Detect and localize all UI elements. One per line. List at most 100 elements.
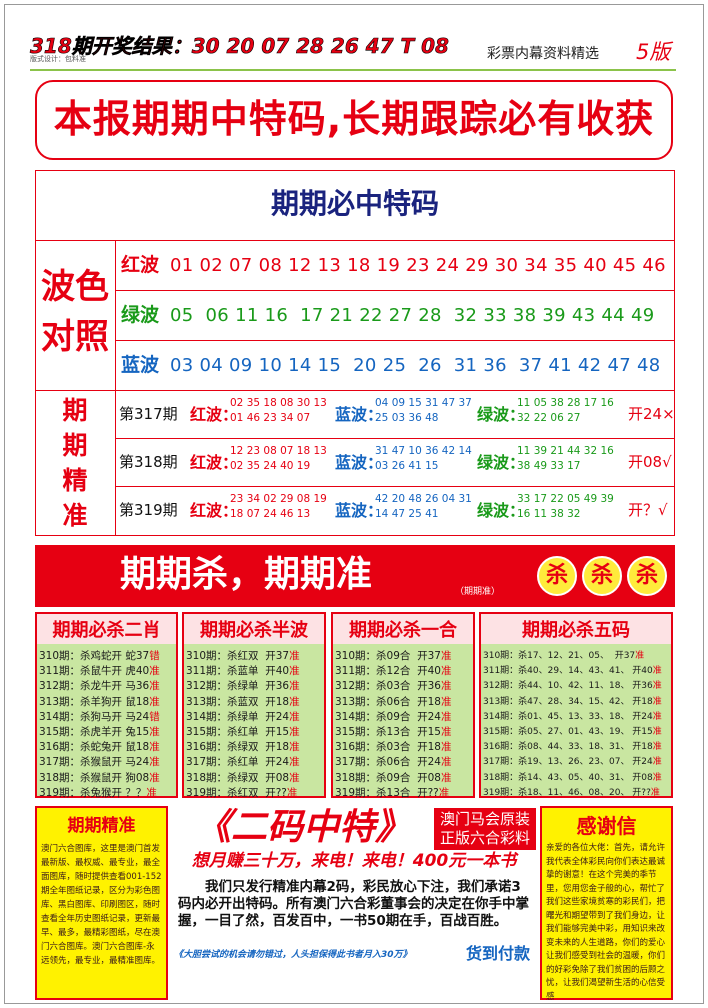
column-row: 319期：杀兔猴开 ？？准 [39,785,174,800]
footer-note: 《大胆尝试的机会请勿错过，人头担保得此书者月入30万》 [174,950,412,960]
group-numbers: 23 34 02 29 08 19 [230,493,327,505]
group-numbers: 33 17 22 05 49 39 [517,493,614,505]
kill-note: （期期准） [455,587,501,597]
column-row: 315期：杀红单 开15 准 [186,724,322,739]
column-row: 313期：杀蓝双 开18 准 [186,694,322,709]
row-status: 准 [635,651,645,661]
row-text: 312期：杀龙牛开 马36 [39,680,150,693]
table-title: 期期必中特码 [270,187,439,220]
column-title-bg [184,614,324,644]
column-row: 316期：杀08、44、33、18、31、 开18 准 [483,739,669,752]
column-row: 315期：杀13合 开15 准 [335,724,471,739]
row-text: 318期：杀14、43、05、40、31、 开08 [483,772,653,783]
group-numbers: 14 47 25 41 [375,508,439,520]
banner-box [35,80,673,160]
column-row: 311期：杀蓝单 开40 准 [186,663,322,678]
column-row: 313期：杀羊狗开 鼠18 准 [39,694,174,709]
group-numbers: 38 49 33 17 [517,460,581,472]
column-title: 期期必杀半波 [200,620,308,641]
row-status: 准 [440,665,452,678]
group-name: 红波： [190,405,239,424]
column-row: 319期：杀红双 开?? 准 [186,785,322,800]
color-label: 波色 [41,267,109,307]
group-name: 红波： [190,453,239,472]
row-line [115,290,675,291]
row-status: 准 [440,756,452,769]
column-row: 314期：杀01、45、13、33、18、 开24 准 [483,709,669,722]
column-row: 318期：杀绿双 开08 准 [186,770,322,785]
group-name: 蓝波： [335,405,384,424]
row-text: 313期：杀06合 开18 [335,695,441,708]
column-row: 312期：杀绿单 开36 准 [186,678,322,693]
column-row: 310期：杀09合 开37 准 [335,648,471,663]
row-text: 313期：杀47、28、34、15、42、 开18 [483,696,653,707]
row-status: 准 [652,757,662,768]
row-text: 310期：杀09合 开37 [335,650,441,662]
group-numbers: 25 03 36 48 [375,412,439,424]
column-row: 313期：杀47、28、34、15、42、 开18 准 [483,694,669,707]
group-numbers: 11 39 21 44 32 16 [517,445,614,457]
table-frame [35,170,675,536]
row-status: 准 [440,710,452,723]
row-line [35,240,675,241]
footer-right-text: 亲爱的各位大佬：首先，请允许我代表全体彩民向你们表达最诚挚的谢意！在这个完美的季… [546,843,666,1002]
page-border [4,4,704,1004]
column-row: 314期：杀09合 开24 准 [335,709,471,724]
column-row: 312期：杀03合 开36 准 [335,678,471,693]
row-status: 准 [289,756,300,769]
row-status: 准 [438,786,450,799]
row-text: 312期：杀03合 开36 [335,680,441,693]
row-text: 316期：杀绿双 开18 [186,741,290,754]
group-numbers: 03 26 41 15 [375,460,439,472]
row-text: 312期：杀44、10、42、11、18、 开36 [483,681,653,692]
row-text: 313期：杀羊狗开 鼠18 [39,695,150,708]
footer-right-title: 感谢信 [576,814,637,838]
column-row: 318期：杀14、43、05、40、31、 开08 准 [483,770,669,783]
row-status: 准 [149,771,160,784]
column-title-bg [333,614,473,644]
period: 第318期 [119,453,178,471]
badge [627,556,667,596]
row-text: 314期：杀09合 开24 [335,710,441,723]
column-row: 318期：杀09合 开08 准 [335,770,471,785]
row-text: 318期：杀猴鼠开 狗08 [39,771,150,784]
column-row: 317期：杀06合 开24 准 [335,754,471,769]
group-numbers: 18 07 24 46 13 [230,508,311,520]
row-status: 准 [440,726,452,738]
precise-label: 期 [62,396,88,425]
group-numbers: 31 47 10 36 42 14 [375,445,472,457]
group-name: 蓝波： [335,453,384,472]
row-text: 310期：杀鸡蛇开 蛇37 [39,650,150,662]
row-text: 312期：杀绿单 开36 [186,680,290,693]
row-text: 317期：杀红单 开24 [186,756,290,769]
row-text: 319期：杀红双 开?? [186,786,287,799]
badge-text: 杀 [635,563,658,588]
row-text: 316期：杀蛇兔开 鼠18 [39,741,150,754]
page-number: 5版 [636,40,671,64]
row-status: 准 [149,680,160,693]
footer-tag: 澳门马会原装 [439,810,530,828]
row-status: 准 [652,696,662,707]
row-status: 准 [146,786,157,799]
group-numbers: 01 46 23 34 07 [230,412,311,424]
column-row: 314期：杀狗马开 马24 错 [39,709,174,724]
row-status: 准 [652,681,662,692]
group-numbers: 32 22 06 27 [517,412,581,424]
row-text: 310期：杀红双 开37 [186,650,290,662]
row-status: 准 [149,665,160,678]
group-numbers: 11 05 38 28 17 16 [517,397,614,409]
row-status: 准 [286,786,298,799]
row-status: 准 [440,650,452,662]
badge [582,556,622,596]
precise-label: 准 [62,501,88,530]
row-status: 准 [149,741,160,754]
row-text: 310期：杀17、12、21、05、 开37 [483,651,636,661]
row-text: 315期：杀红单 开15 [186,726,290,738]
badge-text: 杀 [590,563,613,588]
row-text: 314期：杀01、45、13、33、18、 开24 [483,711,653,722]
row-status: 准 [440,695,452,708]
wave-numbers: 05 06 11 16 17 21 22 27 28 32 33 38 39 4… [170,305,655,326]
column-row: 311期：杀40、29、14、43、41、 开40 准 [483,663,669,676]
footer-tag-box [434,808,536,850]
footer-middle-text: 我们只发行精准内幕2码，彩民放心下注，我们承诺3码内必开出特码。所有澳门六合彩董… [178,879,529,929]
